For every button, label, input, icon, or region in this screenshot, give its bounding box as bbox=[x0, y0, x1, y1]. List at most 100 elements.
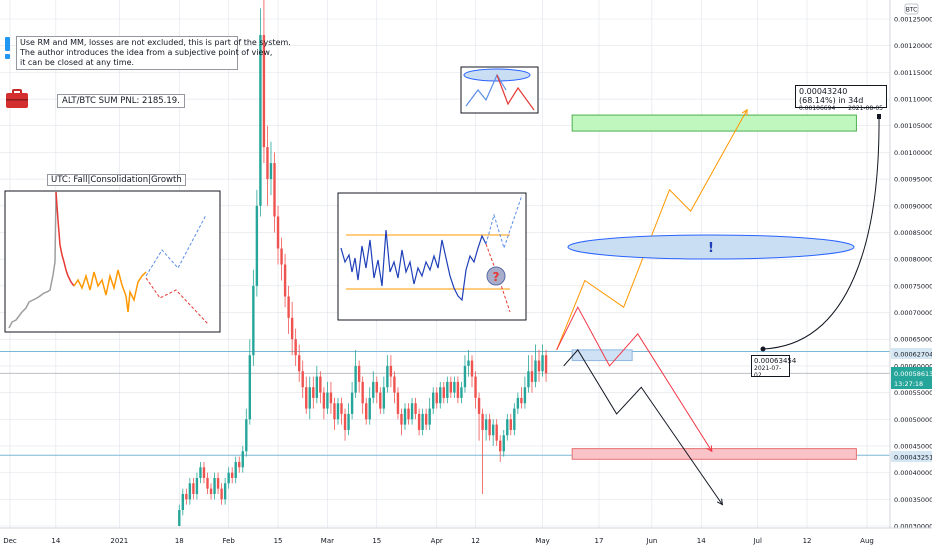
anchor-label[interactable]: 0.00063454 2021-07-02 bbox=[751, 355, 796, 379]
x-tick-label: Jun bbox=[645, 537, 657, 545]
utc-fall-projection bbox=[145, 277, 209, 325]
measure-tool[interactable] bbox=[760, 114, 882, 352]
candle-body bbox=[252, 285, 255, 356]
candle-body bbox=[456, 381, 460, 398]
candle-body bbox=[396, 392, 400, 414]
candle-body bbox=[417, 413, 421, 430]
time-axis-bg bbox=[0, 528, 932, 550]
candle-body bbox=[410, 403, 414, 420]
candle-body bbox=[537, 360, 541, 372]
zones bbox=[571, 114, 857, 460]
note-box[interactable]: Use RM and MM, losses are not excluded, … bbox=[16, 36, 291, 70]
pnl-label[interactable]: ALT/BTC SUM PNL: 2185.19. bbox=[57, 94, 185, 108]
range-up-projection bbox=[485, 194, 523, 250]
candle-body bbox=[435, 392, 438, 404]
utc-consolidation-line bbox=[73, 269, 147, 313]
y-tick-label: 0.00045000 bbox=[894, 442, 932, 450]
x-tick-label: 2021 bbox=[110, 537, 128, 545]
y-tick-label: 0.00120000 bbox=[894, 42, 932, 50]
candle-body bbox=[488, 419, 491, 436]
candle-body bbox=[439, 387, 442, 404]
info-icon bbox=[5, 37, 11, 61]
candle-body bbox=[209, 488, 213, 494]
x-tick-label: 17 bbox=[595, 537, 604, 545]
black-projection-arrowhead bbox=[716, 498, 724, 506]
upper-line-price: 0.00062704 bbox=[894, 351, 932, 359]
candle-body bbox=[467, 360, 470, 366]
candle-body bbox=[474, 376, 477, 398]
x-tick-label: Feb bbox=[222, 537, 235, 545]
candle-body bbox=[220, 488, 223, 500]
briefcase-icon bbox=[6, 89, 28, 108]
utc-inset-panel bbox=[4, 190, 221, 333]
green-target-zone bbox=[571, 114, 857, 132]
candle-body bbox=[294, 339, 297, 356]
utc-growth-projection bbox=[145, 214, 207, 277]
candle-body bbox=[238, 461, 241, 468]
y-tick-label: 0.00075000 bbox=[894, 282, 932, 290]
candle-body bbox=[460, 387, 463, 398]
candle-body bbox=[541, 355, 544, 372]
candle-body bbox=[248, 355, 252, 420]
measure-end-marker bbox=[877, 114, 881, 119]
candle-body bbox=[195, 477, 199, 494]
candle-body bbox=[312, 387, 315, 398]
x-ticks: Dec 14 2021 18 Feb 15 Mar 15 Apr 12 May 17 Jun 14 Jul 1… bbox=[0, 527, 932, 550]
candle-body bbox=[449, 381, 453, 393]
y-tick-label: 0.00065000 bbox=[894, 336, 932, 344]
current-price-tag bbox=[891, 367, 932, 389]
x-tick-label: Jul bbox=[752, 537, 762, 545]
candle-body bbox=[283, 264, 287, 297]
candle-body bbox=[424, 413, 428, 425]
candle-body bbox=[234, 461, 237, 478]
candle-body bbox=[372, 381, 375, 398]
candle-body bbox=[414, 403, 417, 414]
y-tick-label: 0.00100000 bbox=[894, 149, 932, 157]
measure-label[interactable]: 0.00043240 (68.14%) in 34d 0.00106694 20… bbox=[795, 85, 887, 112]
candle-body bbox=[266, 147, 269, 180]
candle-body bbox=[361, 381, 364, 404]
candles bbox=[178, 0, 548, 526]
candle-body bbox=[442, 387, 445, 398]
candle-body bbox=[181, 493, 185, 510]
y-tick-label: 0.00070000 bbox=[894, 309, 932, 317]
candle-body bbox=[213, 477, 216, 494]
x-tick-label: Mar bbox=[321, 537, 334, 545]
y-tick-label: 0.00055000 bbox=[894, 389, 932, 397]
candle-body bbox=[301, 371, 304, 388]
target-ellipse[interactable]: ! bbox=[567, 234, 855, 260]
x-tick-label: 18 bbox=[175, 537, 184, 545]
candle-body bbox=[308, 387, 311, 409]
lower-line-price: 0.00043251 bbox=[894, 454, 932, 462]
candle-body bbox=[343, 413, 347, 430]
upper-line-tag bbox=[891, 348, 932, 359]
candle-body bbox=[495, 424, 498, 441]
candle-body bbox=[185, 493, 188, 500]
candle-body bbox=[326, 392, 329, 409]
candle-body bbox=[453, 381, 456, 393]
candle-body bbox=[421, 413, 424, 430]
candle-body bbox=[509, 419, 512, 430]
candle-body bbox=[544, 355, 548, 374]
candle-body bbox=[357, 365, 361, 382]
candle-body bbox=[484, 419, 488, 430]
candle-body bbox=[206, 477, 209, 489]
orange-projection-arrowhead bbox=[741, 108, 748, 116]
y-tick-label: 0.00060000 bbox=[894, 362, 932, 370]
utc-fall-history-line bbox=[8, 191, 57, 329]
candle-body bbox=[523, 387, 527, 404]
price-axis[interactable]: BTC bbox=[889, 0, 932, 528]
red-projection-path bbox=[556, 306, 713, 452]
y-tick-label: 0.00030000 bbox=[894, 523, 932, 531]
candle-body bbox=[379, 392, 382, 409]
utc-fall-line bbox=[55, 191, 75, 287]
candle-body bbox=[178, 509, 181, 526]
x-tick-label: 15 bbox=[274, 537, 283, 545]
measure-sub-price: 0.00106694 bbox=[799, 105, 836, 112]
candle-body bbox=[382, 387, 386, 409]
candle-body bbox=[315, 376, 319, 398]
candle-body bbox=[347, 413, 350, 430]
x-tick-label: May bbox=[535, 537, 549, 545]
